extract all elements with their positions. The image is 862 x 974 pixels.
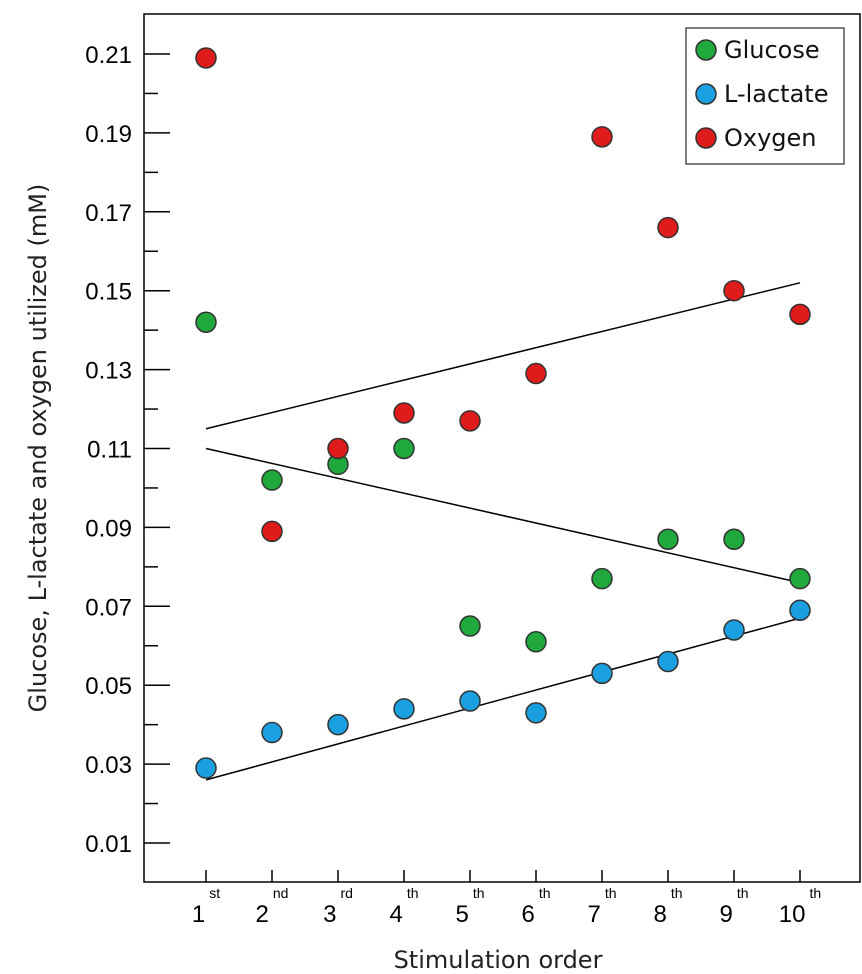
x-tick-number: 10	[779, 901, 806, 928]
x-tick-label: 4 th	[389, 885, 418, 928]
y-tick-label: 0.19	[85, 121, 132, 148]
x-tick-suffix: th	[473, 885, 485, 901]
x-tick-label: 10th	[779, 885, 821, 928]
trendlines	[205, 282, 801, 781]
point-glucose	[591, 567, 613, 590]
legend: Glucose L-lactate Oxygen	[685, 27, 845, 165]
point-oxygen	[789, 303, 811, 326]
x-tick-number: 9	[719, 901, 732, 928]
y-axis: 0.01 0.03 0.05 0.07 0.09 0.11 0.13 0.15 0.17 0.19…	[85, 42, 170, 858]
x-tick-suffix: th	[671, 885, 683, 901]
x-tick-suffix: th	[539, 885, 551, 901]
point-oxygen	[393, 402, 415, 424]
x-tick-number: 4	[389, 901, 402, 928]
x-tick-label: 2nd	[256, 885, 289, 928]
x-tick-label: 5 th	[455, 885, 484, 928]
trendline-glucose	[205, 447, 801, 584]
point-oxygen	[195, 47, 217, 69]
trendline-l-lactate	[205, 617, 801, 781]
y-axis-title: Glucose, L-lactate and oxygen utilized (…	[24, 184, 52, 713]
legend-marker	[695, 39, 717, 61]
x-tick-label: 6 th	[521, 885, 550, 928]
point-l-lactate	[393, 698, 415, 720]
x-tick-label: 3rd	[323, 885, 353, 928]
x-tick-label: 7 th	[587, 885, 616, 928]
y-tick-label: 0.01	[85, 831, 132, 858]
x-tick-number: 8	[653, 901, 666, 928]
y-tick-label: 0.09	[85, 515, 132, 542]
y-tick-label: 0.21	[85, 42, 132, 69]
legend-marker	[695, 83, 717, 105]
x-tick-number: 7	[587, 901, 600, 928]
point-oxygen	[591, 126, 613, 148]
point-glucose	[459, 615, 481, 637]
point-l-lactate	[327, 713, 349, 736]
point-oxygen	[723, 279, 745, 302]
point-l-lactate	[459, 690, 481, 712]
x-tick-suffix: th	[605, 885, 617, 901]
point-glucose	[525, 631, 547, 653]
x-tick-label: 9 th	[719, 885, 748, 928]
y-tick-label: 0.17	[85, 200, 132, 227]
y-tick-label: 0.15	[85, 279, 132, 306]
x-tick-suffix: rd	[340, 885, 352, 901]
x-tick-number: 3	[323, 901, 336, 928]
point-l-lactate	[261, 721, 283, 744]
x-tick-label: 1st	[192, 885, 220, 928]
point-glucose	[657, 528, 679, 550]
point-glucose	[723, 528, 745, 550]
y-tick-label: 0.03	[85, 752, 132, 779]
legend-label: Glucose	[724, 36, 820, 64]
legend-marker	[695, 127, 717, 149]
point-glucose	[195, 311, 217, 334]
y-tick-label: 0.05	[85, 673, 132, 700]
point-oxygen	[525, 362, 547, 385]
point-oxygen	[459, 410, 481, 432]
x-tick-suffix: st	[209, 885, 220, 901]
trendline-oxygen	[205, 282, 801, 430]
x-tick-suffix: nd	[273, 885, 289, 901]
point-l-lactate	[723, 619, 745, 641]
x-tick-suffix: th	[810, 885, 822, 901]
y-tick-label: 0.07	[85, 594, 132, 621]
point-oxygen	[657, 216, 679, 239]
x-tick-suffix: th	[737, 885, 749, 901]
point-oxygen	[327, 437, 349, 460]
legend-label: Oxygen	[724, 124, 817, 152]
point-glucose	[261, 469, 283, 491]
y-tick-label: 0.11	[87, 437, 132, 464]
point-l-lactate	[525, 702, 547, 724]
x-tick-suffix: th	[407, 885, 419, 901]
point-l-lactate	[789, 599, 811, 621]
point-l-lactate	[195, 757, 217, 779]
data-points	[195, 47, 811, 779]
y-tick-label: 0.13	[85, 358, 132, 385]
point-glucose	[393, 437, 415, 460]
x-axis-title: Stimulation order	[394, 946, 603, 974]
point-l-lactate	[657, 650, 679, 673]
point-oxygen	[261, 520, 283, 543]
x-tick-number: 6	[521, 901, 534, 928]
x-tick-number: 2	[256, 901, 269, 928]
point-l-lactate	[591, 662, 613, 685]
point-glucose	[789, 567, 811, 590]
x-tick-label: 8 th	[653, 885, 682, 928]
legend-label: L-lactate	[724, 80, 828, 108]
x-tick-number: 5	[455, 901, 468, 928]
x-tick-number: 1	[192, 901, 205, 928]
